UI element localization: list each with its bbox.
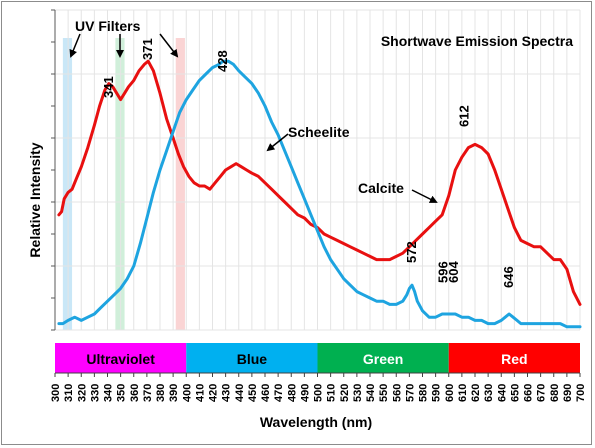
- peak-label-341: 341: [101, 76, 116, 98]
- series-calcite-line: [57, 59, 582, 306]
- x-tick-label-370: 370: [142, 384, 154, 402]
- x-tick-label-690: 690: [562, 384, 574, 402]
- x-tick-label-480: 480: [286, 384, 298, 402]
- y-axis-label: Relative Intensity: [27, 142, 43, 257]
- uv-filter-band-3: [175, 38, 185, 330]
- uv-filter-arrow-1: [69, 33, 81, 58]
- uv-filter-bands: [62, 38, 185, 330]
- x-tick-label-630: 630: [483, 384, 495, 402]
- chart-title: Shortwave Emission Spectra: [381, 33, 573, 49]
- x-tick-label-420: 420: [208, 384, 220, 402]
- x-tick-label-600: 600: [444, 384, 456, 402]
- x-tick-label-300: 300: [50, 384, 62, 402]
- x-tick-label-330: 330: [89, 384, 101, 402]
- x-tick-label-650: 650: [509, 384, 521, 402]
- x-tick-label-540: 540: [365, 384, 377, 402]
- x-tick-label-570: 570: [404, 384, 416, 402]
- peak-label-596: 596: [436, 261, 451, 283]
- x-tick-label-680: 680: [549, 384, 561, 402]
- peak-label-612: 612: [457, 105, 472, 127]
- color-bands: Ultraviolet Blue Green Red: [55, 343, 580, 374]
- x-tick-label-590: 590: [431, 384, 443, 402]
- color-band-label-red: Red: [501, 351, 527, 367]
- color-band-label-green: Green: [363, 351, 403, 367]
- annotations: Scheelite Calcite UV Filters: [69, 18, 438, 203]
- series-scheelite-line: [57, 59, 582, 329]
- uv-filter-band-2: [115, 38, 125, 330]
- x-tick-label-460: 460: [260, 384, 272, 402]
- peak-label-572: 572: [404, 241, 419, 263]
- x-tick-label-410: 410: [194, 384, 206, 402]
- x-tick-label-430: 430: [221, 384, 233, 402]
- x-tick-label-400: 400: [181, 384, 193, 402]
- peak-label-604: 604: [446, 261, 461, 283]
- x-tick-label-610: 610: [457, 384, 469, 402]
- color-band-label-blue: Blue: [237, 351, 268, 367]
- gridlines: [51, 9, 581, 331]
- scheelite-callout-arrow: [266, 133, 289, 152]
- color-band-blue: [186, 343, 318, 373]
- x-tick-label-700: 700: [575, 384, 587, 402]
- x-tick-label-510: 510: [326, 384, 338, 402]
- x-tick-label-670: 670: [536, 384, 548, 402]
- x-tick-label-320: 320: [76, 384, 88, 402]
- x-tick-label-340: 340: [103, 384, 115, 402]
- x-tick-label-470: 470: [273, 384, 285, 402]
- x-tick-label-490: 490: [299, 384, 311, 402]
- x-tick-label-500: 500: [313, 384, 325, 402]
- scheelite-callout-label: Scheelite: [288, 124, 350, 140]
- calcite-callout-arrow: [411, 189, 438, 203]
- peak-label-371: 371: [140, 38, 155, 60]
- uv-filter-band-1: [62, 38, 73, 330]
- uv-filters-label: UV Filters: [75, 18, 141, 34]
- x-tick-label-530: 530: [352, 384, 364, 402]
- color-band-green: [317, 343, 449, 373]
- peak-label-428: 428: [215, 50, 230, 72]
- x-tick-label-450: 450: [247, 384, 259, 402]
- x-tick-label-660: 660: [523, 384, 535, 402]
- color-band-label-ultraviolet: Ultraviolet: [86, 351, 155, 367]
- color-band-red: [448, 343, 580, 373]
- x-axis-label: Wavelength (nm): [260, 414, 372, 430]
- x-tick-label-390: 390: [168, 384, 180, 402]
- uv-filter-arrow-3: [159, 33, 179, 58]
- x-tick-label-310: 310: [63, 384, 75, 402]
- x-tick-label-520: 520: [339, 384, 351, 402]
- x-tick-label-580: 580: [418, 384, 430, 402]
- x-tick-label-360: 360: [129, 384, 141, 402]
- x-tick-label-380: 380: [155, 384, 167, 402]
- x-tick-label-550: 550: [378, 384, 390, 402]
- peak-label-646: 646: [501, 266, 516, 288]
- x-tick-label-440: 440: [234, 384, 246, 402]
- x-tick-label-640: 640: [496, 384, 508, 402]
- x-tick-label-560: 560: [391, 384, 403, 402]
- calcite-callout-label: Calcite: [358, 180, 404, 196]
- x-tick-label-620: 620: [470, 384, 482, 402]
- x-tick-label-350: 350: [116, 384, 128, 402]
- color-band-ultraviolet: [55, 343, 187, 373]
- x-tick-labels: 300 310 320 330 340 350 360 370 380 390 400 410 420 4…: [50, 373, 587, 402]
- series-lines: [57, 59, 582, 329]
